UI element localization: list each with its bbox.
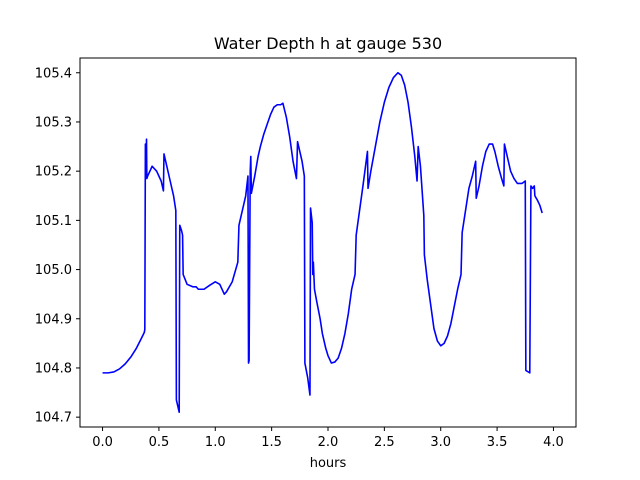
chart-title: Water Depth h at gauge 530 [214, 34, 442, 53]
x-tick-label: 1.0 [205, 435, 226, 450]
x-tick-label: 2.0 [318, 435, 339, 450]
y-tick-label: 105.2 [35, 165, 72, 180]
y-tick-label: 104.9 [35, 312, 72, 327]
x-tick-label: 3.5 [487, 435, 508, 450]
plot-area [80, 58, 576, 427]
y-axis: 104.7 104.8 104.9 105.0 105.1 105.2 105.3 105.4 [35, 66, 80, 426]
x-tick-label: 0.5 [149, 435, 170, 450]
x-tick-label: 1.5 [261, 435, 282, 450]
y-tick-label: 105.1 [35, 214, 72, 229]
series-layer [102, 71, 543, 414]
x-axis-label: hours [310, 456, 347, 471]
x-tick-label: 3.0 [430, 435, 451, 450]
y-tick-label: 105.3 [35, 115, 72, 130]
x-tick-label: 2.5 [374, 435, 395, 450]
y-tick-label: 104.7 [35, 411, 72, 426]
series-line-0 [102, 71, 543, 414]
y-tick-label: 105.4 [35, 66, 72, 81]
x-tick-label: 4.0 [543, 435, 564, 450]
y-tick-label: 105.0 [35, 263, 72, 278]
x-tick-label: 0.0 [92, 435, 113, 450]
y-tick-label: 104.8 [35, 361, 72, 376]
x-axis: 0.0 0.5 1.0 1.5 2.0 2.5 3.0 3.5 4.0 [92, 427, 564, 450]
